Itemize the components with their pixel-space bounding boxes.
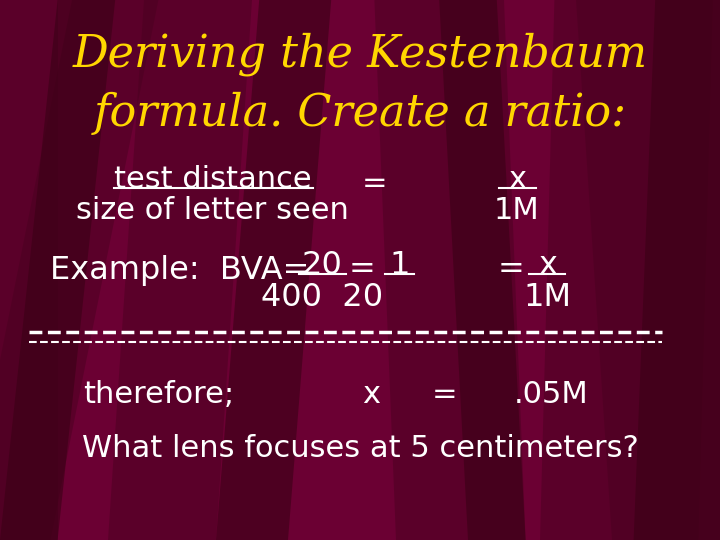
Text: 400  20: 400 20 <box>261 281 384 313</box>
Polygon shape <box>0 0 58 540</box>
Text: therefore;: therefore; <box>83 380 234 409</box>
Polygon shape <box>0 0 158 540</box>
Polygon shape <box>374 0 526 540</box>
Text: formula. Create a ratio:: formula. Create a ratio: <box>94 92 626 135</box>
Polygon shape <box>576 0 720 540</box>
Text: What lens focuses at 5 centimeters?: What lens focuses at 5 centimeters? <box>81 434 639 463</box>
Text: 1M: 1M <box>494 196 540 225</box>
Text: .05M: .05M <box>513 380 588 409</box>
Text: 1: 1 <box>390 250 410 281</box>
Text: Deriving the Kestenbaum: Deriving the Kestenbaum <box>73 32 647 76</box>
Text: =: = <box>361 169 387 198</box>
Polygon shape <box>634 0 720 540</box>
Text: test distance: test distance <box>114 165 311 194</box>
Polygon shape <box>0 0 115 540</box>
Polygon shape <box>439 0 526 540</box>
Text: =: = <box>432 380 458 409</box>
Text: =: = <box>348 254 376 286</box>
Text: size of letter seen: size of letter seen <box>76 196 348 225</box>
Text: x: x <box>362 380 380 409</box>
Text: x: x <box>538 250 557 281</box>
Polygon shape <box>108 0 252 540</box>
Text: 1M: 1M <box>523 281 571 313</box>
Text: =: = <box>498 254 525 286</box>
Text: 20: 20 <box>302 250 343 281</box>
Polygon shape <box>540 0 713 540</box>
Polygon shape <box>216 0 331 540</box>
Text: x: x <box>508 165 526 194</box>
Text: Example:  BVA=: Example: BVA= <box>50 254 310 286</box>
